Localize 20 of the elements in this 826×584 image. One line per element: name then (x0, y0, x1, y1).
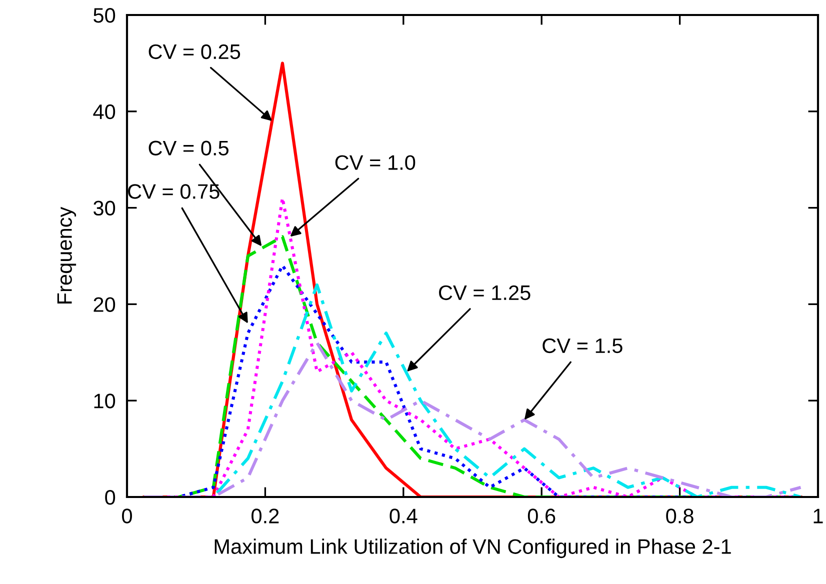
y-tick-label: 50 (94, 8, 116, 23)
x-tick-label: 0.2 (252, 508, 279, 524)
x-axis-title: Maximum Link Utilization of VN Configured in Phase 2-1 (214, 538, 731, 558)
y-tick-label: 30 (94, 200, 116, 216)
y-axis-title: Frequency (57, 206, 76, 304)
x-tick-label: 0.8 (666, 508, 694, 524)
x-tick-label: 1 (814, 508, 823, 524)
x-tick-label: 0 (122, 508, 132, 524)
y-tick-label: 0 (105, 490, 116, 505)
annotation: CV = 0.25 (148, 44, 240, 60)
annotation: CV = 0.75 (128, 184, 220, 199)
y-tick-label: 10 (94, 394, 116, 408)
y-tick-label: 40 (93, 104, 116, 120)
annotation: CV = 1.5 (542, 338, 622, 354)
y-tick-label: 20 (94, 297, 116, 312)
annotation: CV = 1.25 (439, 285, 530, 300)
x-tick-label: 0.4 (390, 508, 418, 524)
x-tick-label: 0.6 (528, 508, 556, 524)
annotation: CV = 1.0 (335, 155, 416, 170)
annotation: CV = 0.5 (148, 140, 228, 156)
